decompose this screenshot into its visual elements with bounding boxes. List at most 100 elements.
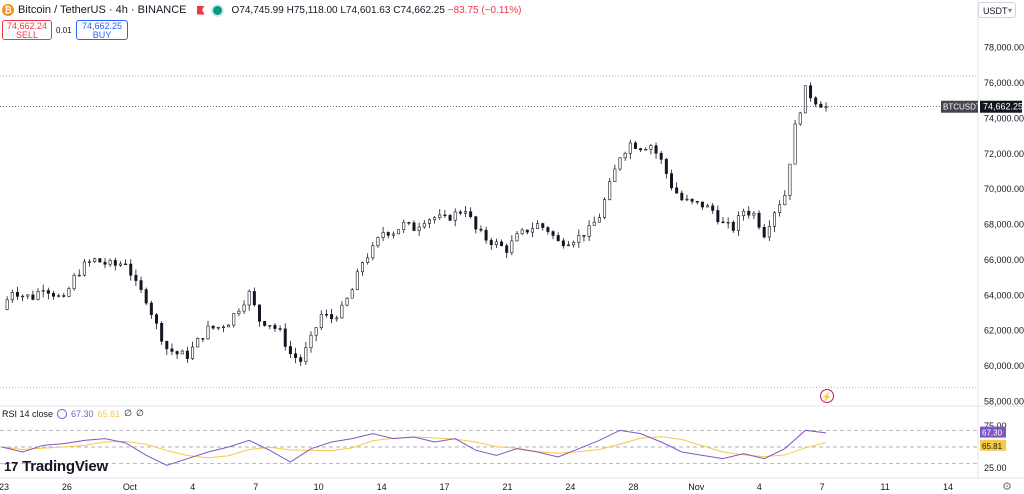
candle-body [494, 241, 498, 246]
y-tick-label: 62,000.00 [984, 326, 1024, 336]
rsi-ma-tag-bg [980, 439, 1006, 451]
candle-body [386, 232, 390, 236]
candle-body [669, 173, 673, 189]
candle-body [664, 159, 668, 174]
candle-body [587, 225, 591, 237]
symbol-header: ₿ Bitcoin / TetherUS · 4h · BINANCE O74,… [0, 0, 521, 20]
x-tick-label: 10 [314, 482, 324, 492]
candle-body [685, 198, 689, 201]
candle-body [283, 328, 287, 347]
candle-body [257, 304, 261, 322]
rsi-legend[interactable]: RSI 14 close 67.30 65.81 ∅ ∅ [2, 408, 144, 419]
lightning-icon[interactable]: ⚡ [820, 389, 834, 403]
market-open-icon [212, 5, 222, 15]
candle-body [577, 235, 581, 243]
candle-body [721, 221, 725, 224]
sell-button[interactable]: 74,662.24 SELL [2, 20, 52, 40]
candle-body [623, 153, 627, 159]
candle-body [700, 201, 704, 208]
x-tick-label: 7 [820, 482, 825, 492]
candle-body [706, 205, 710, 208]
change-value: −83.75 (−0.11%) [447, 4, 522, 16]
x-tick-label: 21 [502, 482, 512, 492]
candle-body [814, 97, 818, 105]
candle-body [618, 157, 622, 170]
candle-body [695, 201, 699, 203]
ohlc-readout: O74,745.99 H75,118.00 L74,601.63 C74,662… [231, 4, 522, 16]
candle-body [397, 229, 401, 235]
candle-body [427, 219, 431, 224]
candle-body [185, 350, 189, 359]
y-tick-label: 74,000.00 [984, 113, 1024, 123]
rsi-value-tag: 67.30 [982, 429, 1003, 438]
rsi-settings-icon[interactable] [57, 408, 68, 419]
candle-body [747, 210, 751, 216]
x-tick-label: 14 [377, 482, 387, 492]
rsi-label: RSI 14 close [2, 408, 54, 419]
last-price-tag-label: 74,662.25 [983, 102, 1023, 112]
candle-body [345, 297, 349, 306]
candle-body [252, 291, 256, 306]
candle-body [299, 357, 303, 362]
candle-body [82, 261, 86, 276]
candle-body [360, 262, 364, 273]
candle-body [216, 326, 220, 329]
x-tick-label: 28 [628, 482, 638, 492]
symbol-title[interactable]: Bitcoin / TetherUS · 4h · BINANCE [18, 4, 187, 16]
candle-body [752, 212, 756, 216]
last-price-tag-bg [980, 100, 1022, 113]
candle-body [113, 260, 117, 266]
candle-body [530, 228, 534, 233]
candle-body [103, 261, 107, 265]
candle-body [680, 192, 684, 201]
flag-icon[interactable] [196, 5, 205, 15]
symbol-tag-label: BTCUSDT [943, 103, 981, 112]
x-tick-label: 26 [62, 482, 72, 492]
candle-body [88, 261, 92, 263]
candle-body [221, 326, 225, 329]
candle-body [757, 212, 761, 228]
x-tick-label: 4 [757, 482, 762, 492]
candle-body [798, 112, 802, 125]
candle-body [803, 85, 807, 114]
candle-body [170, 348, 174, 352]
candle-body [118, 263, 122, 266]
candle-body [525, 229, 529, 233]
candle-body [46, 290, 50, 294]
candle-body [639, 148, 643, 151]
buy-button[interactable]: 74,662.25 BUY [76, 20, 128, 40]
candle-body [536, 223, 540, 229]
candle-body [762, 227, 766, 238]
x-tick-label: 11 [880, 482, 889, 492]
rsi-extra-1: ∅ [124, 408, 132, 418]
y-tick-label: 72,000.00 [984, 149, 1024, 159]
x-tick-label: 4 [190, 482, 195, 492]
candle-body [731, 221, 735, 231]
candle-body [788, 163, 792, 196]
candle-body [15, 291, 19, 297]
candle-body [62, 295, 66, 297]
candle-body [716, 210, 720, 223]
tradingview-logo[interactable]: 17 TradingView [4, 458, 108, 475]
currency-select[interactable]: USDT [978, 2, 1016, 19]
rsi-value-tag-bg [980, 426, 1006, 438]
gear-icon[interactable]: ⚙ [1002, 481, 1012, 493]
x-tick-label: Nov [688, 482, 705, 492]
candle-body [515, 233, 519, 242]
low-value: 74,601.63 [345, 4, 391, 16]
high-value: 75,118.00 [293, 4, 338, 16]
x-tick-label: 17 [440, 482, 450, 492]
symbol-tag-bg [941, 100, 978, 113]
candle-body [417, 226, 421, 231]
candle-body [10, 291, 14, 301]
candle-body [391, 233, 395, 236]
candle-body [376, 237, 380, 247]
candle-body [711, 205, 715, 211]
candle-body [247, 291, 251, 306]
candle-body [206, 325, 210, 340]
candle-body [443, 214, 447, 217]
candle-body [175, 351, 179, 355]
rsi-ma-tag: 65.81 [982, 442, 1003, 451]
candle-body [330, 314, 334, 320]
